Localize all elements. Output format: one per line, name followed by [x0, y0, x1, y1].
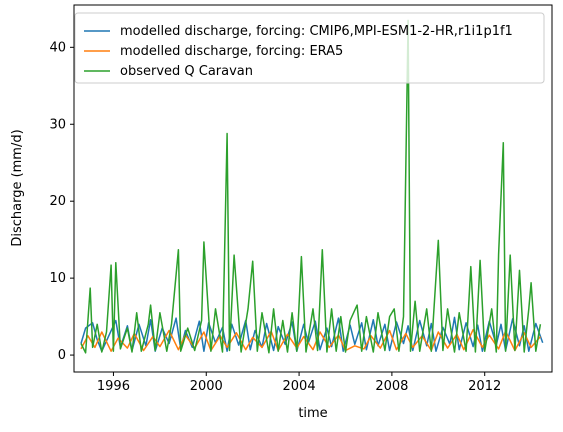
y-tick-label: 40	[49, 40, 66, 55]
legend-label-observed: observed Q Caravan	[120, 64, 253, 79]
x-axis-label: time	[298, 406, 327, 421]
x-tick-label: 2000	[190, 379, 223, 394]
y-tick-label: 30	[49, 117, 66, 132]
x-tick-label: 2008	[375, 379, 408, 394]
legend-frame	[74, 12, 545, 84]
x-axis: 1996 2000 2004 2008 2012	[97, 372, 501, 394]
legend-label-cmip6: modelled discharge, forcing: CMIP6,MPI-E…	[120, 24, 513, 39]
y-tick-label: 0	[58, 348, 66, 363]
series-line-observed	[80, 19, 542, 354]
y-tick-label: 20	[49, 194, 66, 209]
series-line-cmip6	[80, 316, 544, 352]
y-axis-label: Discharge (mm/d)	[10, 129, 25, 246]
legend-label-era5: modelled discharge, forcing: ERA5	[120, 44, 343, 59]
x-tick-label: 2012	[468, 379, 501, 394]
y-tick-label: 10	[49, 271, 66, 286]
series-layer	[80, 19, 544, 354]
y-axis: 0 10 20 30 40	[49, 40, 74, 363]
plot-frame	[73, 4, 553, 373]
legend: modelled discharge, forcing: CMIP6,MPI-E…	[74, 12, 545, 84]
x-tick-label: 1996	[97, 379, 130, 394]
x-tick-label: 2004	[283, 379, 316, 394]
